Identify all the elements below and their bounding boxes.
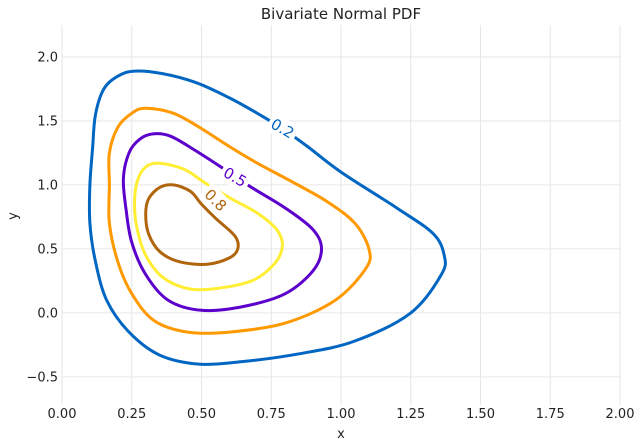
x-tick-label: 1.50 [466, 407, 495, 422]
y-tick-label: 0.5 [37, 242, 58, 257]
y-axis-ticks: −0.5 0.0 0.5 1.0 1.5 2.0 [26, 50, 58, 385]
grid [61, 25, 621, 405]
x-tick-label: 0.00 [48, 407, 77, 422]
contour-label-gap [197, 182, 234, 218]
chart-title: Bivariate Normal PDF [261, 5, 421, 23]
contour-line [144, 183, 240, 266]
y-tick-label: 1.5 [37, 114, 58, 129]
y-tick-label: −0.5 [26, 370, 58, 385]
x-tick-label: 0.75 [257, 407, 286, 422]
contour-line [87, 69, 447, 366]
x-tick-label: 1.25 [396, 407, 425, 422]
x-tick-label: 0.25 [117, 407, 146, 422]
contour-label-gap [264, 112, 301, 145]
contour-lines: 0.20.50.8 [87, 69, 447, 366]
y-axis-label: y [6, 212, 21, 220]
y-tick-label: 0.0 [37, 306, 58, 321]
contour-line [121, 132, 323, 313]
y-tick-label: 1.0 [37, 178, 58, 193]
x-tick-label: 1.75 [536, 407, 565, 422]
x-axis-label: x [337, 427, 345, 442]
x-tick-label: 2.00 [606, 407, 635, 422]
y-tick-label: 2.0 [37, 50, 58, 65]
x-tick-label: 0.50 [187, 407, 216, 422]
x-axis-ticks: 0.00 0.25 0.50 0.75 1.00 1.25 1.50 1.75 2.00 [48, 407, 635, 422]
contour-label-gap [216, 161, 253, 194]
contour-line [107, 106, 372, 335]
x-tick-label: 1.00 [327, 407, 356, 422]
contour-line [133, 161, 284, 292]
